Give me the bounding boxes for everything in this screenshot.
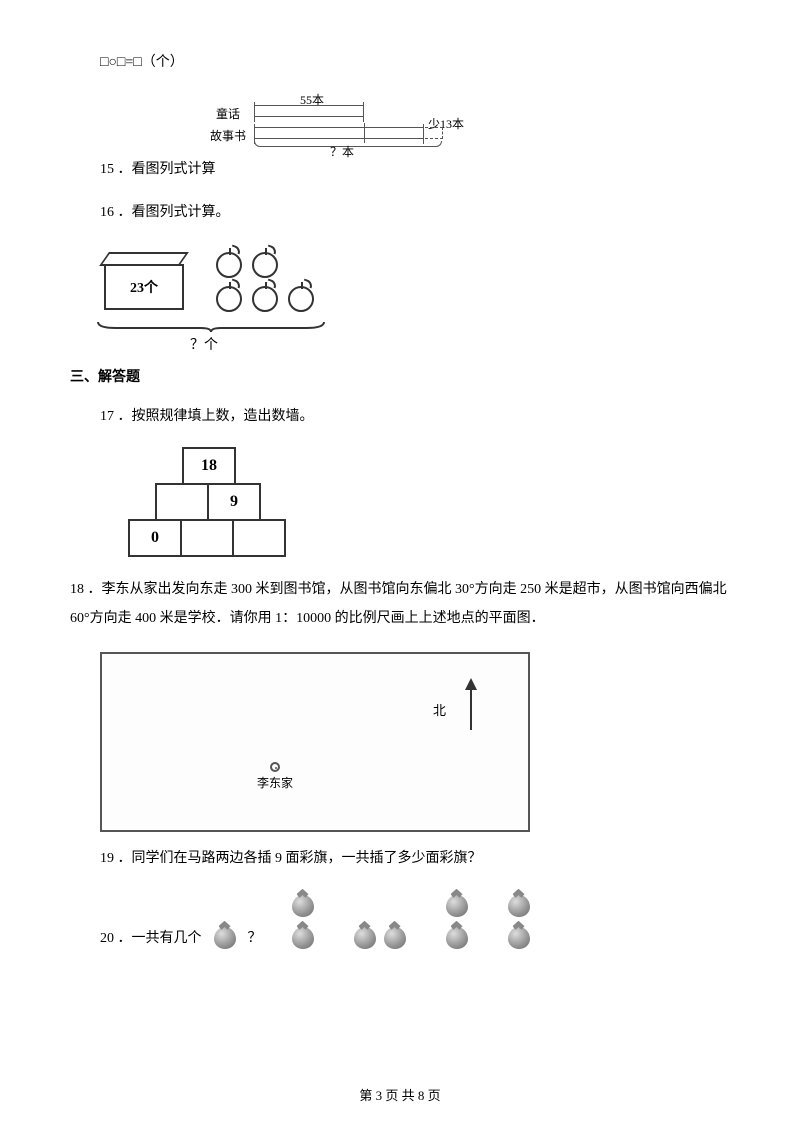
page-footer: 第 3 页 共 8 页	[0, 1085, 800, 1104]
q16-brace	[96, 320, 326, 332]
q15-sep	[364, 123, 365, 143]
wall-cell: 18	[182, 447, 236, 485]
q19-text: 19 ．同学们在马路两边各插 9 面彩旗，一共插了多少面彩旗？	[70, 846, 730, 871]
strawberry-group	[290, 889, 316, 951]
q15-dash	[425, 127, 443, 139]
strawberry-icon	[352, 921, 378, 951]
strawberry-icon	[506, 889, 532, 919]
q16-qge: ？个	[190, 334, 218, 354]
wall-cell	[232, 519, 286, 557]
q20-line: 20 ．一共有几个 ？	[70, 889, 730, 951]
q20-prefix: 20 ．一共有几个	[100, 926, 202, 951]
wall-cell: 0	[128, 519, 182, 557]
q15-gs-label: 故事书	[210, 127, 246, 144]
q16-diagram: 23个 ？个	[90, 244, 730, 354]
north-arrow-icon	[470, 680, 472, 730]
strawberry-group	[444, 889, 470, 951]
q18-mapbox: 北 李东家	[100, 652, 530, 832]
q15-gs-bar	[254, 127, 424, 139]
strawberry-icon	[382, 921, 408, 951]
apple-icon	[252, 286, 278, 312]
q15-label: 15 ．看图列式计算	[70, 157, 730, 182]
q16-label: 16 ．看图列式计算。	[70, 200, 730, 225]
q15-th-bar	[254, 105, 364, 117]
q15-diagram: 55本 童话 故事书 少13本 ？本	[210, 93, 730, 149]
strawberry-icon	[290, 921, 316, 951]
q20-groups	[272, 889, 550, 951]
lidong-dot-icon	[270, 762, 280, 772]
north-label: 北	[433, 700, 446, 719]
wall-cell	[180, 519, 234, 557]
lidong-label: 李东家	[257, 774, 293, 791]
footer-text: 第 3 页 共 8 页	[359, 1088, 440, 1103]
strawberry-group	[506, 889, 532, 951]
q16-box: 23个	[94, 252, 184, 308]
section3-title: 三、解答题	[70, 366, 730, 386]
strawberry-icon	[506, 921, 532, 951]
strawberry-icon	[212, 921, 238, 951]
wall-cell	[155, 483, 209, 521]
q16-box-label: 23个	[104, 264, 184, 310]
apple-icon	[216, 252, 242, 278]
apple-icon	[252, 252, 278, 278]
q17-label: 17 ．按照规律填上数，造出数墙。	[70, 404, 730, 429]
apple-icon	[288, 286, 314, 312]
wall-cell: 9	[207, 483, 261, 521]
strawberry-icon	[444, 921, 470, 951]
strawberry-icon	[290, 889, 316, 919]
q15-qben: ？本	[330, 143, 354, 160]
q15-th-label: 童话	[216, 105, 240, 122]
lidong-home: 李东家	[257, 762, 293, 791]
strawberry-group	[352, 921, 408, 951]
q17-wall: 18 9 0	[130, 447, 730, 557]
apple-icon	[216, 286, 242, 312]
equation-line: □○□=□（个）	[70, 50, 730, 75]
strawberry-icon	[444, 889, 470, 919]
q20-suffix: ？	[248, 926, 262, 951]
q18-text: 18 ．李东从家出发向东走 300 米到图书馆，从图书馆向东偏北 30°方向走 …	[70, 575, 730, 634]
